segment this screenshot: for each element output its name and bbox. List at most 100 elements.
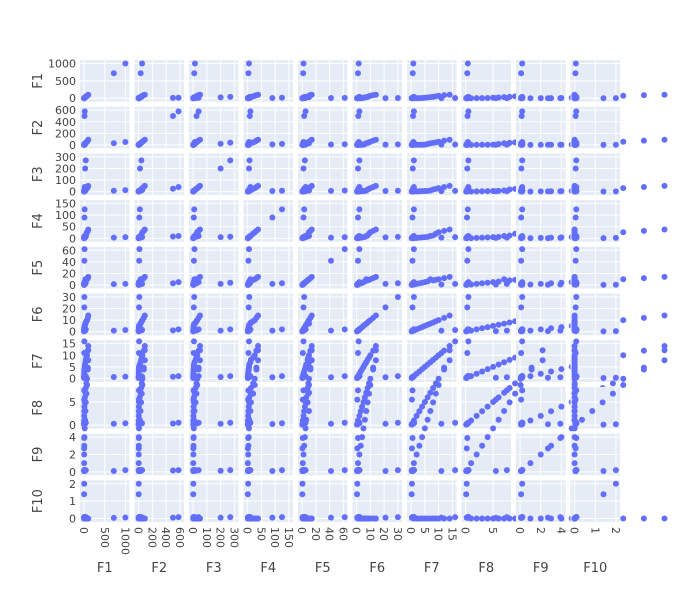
point-F6-F8-2 bbox=[479, 325, 486, 332]
point-F4-F2-14 bbox=[170, 233, 176, 240]
point-F9-F6-23 bbox=[394, 467, 401, 474]
point-F10-F2-30 bbox=[135, 491, 142, 498]
point-F9-F2-28 bbox=[135, 445, 142, 452]
y-tick-label: 10 bbox=[62, 314, 76, 327]
point-F1-F8-2 bbox=[479, 95, 486, 102]
point-F5-F7-25 bbox=[452, 280, 459, 287]
y-tick-label: 100 bbox=[55, 174, 76, 187]
point-F5-F9-31 bbox=[519, 281, 526, 288]
point-F6-F1-31 bbox=[81, 328, 88, 335]
point-F6-F1-11 bbox=[85, 312, 92, 319]
point-F10-F3-30 bbox=[190, 491, 197, 498]
point-F5-F10-11 bbox=[571, 273, 578, 280]
x-tick-label: 1000 bbox=[118, 527, 131, 555]
point-F8-F10-9 bbox=[571, 375, 578, 382]
point-F2-F1-31 bbox=[81, 141, 88, 148]
point-F9-F2-1 bbox=[135, 451, 142, 458]
point-F7-F5-25 bbox=[300, 338, 307, 345]
point-F4-F6-22 bbox=[382, 234, 389, 241]
point-F4-F4-11 bbox=[255, 226, 262, 233]
point-F2-F10-14 bbox=[572, 112, 579, 119]
point-F6-F4-23 bbox=[246, 293, 253, 300]
point-F10-F5-21 bbox=[341, 514, 348, 521]
point-F6-F7-11 bbox=[446, 312, 453, 319]
point-F1-F4-11 bbox=[255, 91, 262, 98]
point-F6-F5-31 bbox=[299, 328, 306, 335]
point-F9-F6-5 bbox=[361, 416, 368, 423]
point-F6-F7-31 bbox=[408, 328, 415, 335]
point-F8-F6-3 bbox=[359, 403, 366, 410]
point-F6-F8-5 bbox=[495, 321, 502, 328]
point-F9-F1-11 bbox=[85, 347, 92, 354]
point-F10-F5-30 bbox=[299, 491, 306, 498]
point-F6-F7-25 bbox=[452, 326, 459, 333]
point-F8-F5-2 bbox=[301, 408, 308, 415]
point-F9-F7-7 bbox=[430, 399, 437, 406]
point-F7-F7-11 bbox=[446, 342, 453, 349]
point-F9-F10-4 bbox=[571, 425, 578, 432]
point-F5-F9-0 bbox=[527, 281, 534, 288]
point-F4-F5-19 bbox=[301, 206, 308, 213]
point-F9-F8-2 bbox=[479, 442, 486, 449]
point-F3-F10-29 bbox=[573, 188, 580, 195]
point-F4-F6-31 bbox=[354, 234, 361, 241]
point-F7-F6-11 bbox=[372, 342, 379, 349]
point-F6-F2-14 bbox=[170, 327, 176, 334]
point-F2-F6-14 bbox=[355, 112, 362, 119]
point-F8-F9-8 bbox=[609, 380, 616, 387]
point-F9-F10-28 bbox=[572, 445, 579, 452]
point-F7-F6-31 bbox=[354, 374, 361, 381]
point-F10-F10-30 bbox=[600, 491, 607, 498]
point-F5-F1-12 bbox=[110, 281, 117, 288]
point-F10-F9-30 bbox=[518, 491, 525, 498]
point-F4-F1-13 bbox=[122, 234, 129, 241]
x-tick-label: 40 bbox=[323, 527, 336, 541]
point-F6-F7-22 bbox=[409, 304, 416, 311]
y-tick-label: 200 bbox=[55, 127, 76, 140]
point-F10-F6-23 bbox=[394, 514, 401, 521]
point-F1-F5-13 bbox=[300, 60, 307, 67]
point-F2-F9-0 bbox=[527, 141, 534, 148]
point-F9-F6-11 bbox=[372, 347, 379, 354]
point-F4-F2-11 bbox=[141, 226, 148, 233]
point-F10-F7-24 bbox=[438, 514, 445, 521]
point-F9-F3-29 bbox=[190, 434, 197, 441]
point-F8-F9-0 bbox=[527, 417, 534, 424]
point-F6-F10-30 bbox=[600, 328, 607, 335]
x-tick-label: 100 bbox=[200, 527, 213, 548]
point-F9-F5-8 bbox=[305, 390, 312, 397]
point-F5-F9-10 bbox=[640, 275, 647, 282]
point-F4-F8-2 bbox=[479, 234, 486, 241]
point-F5-F5-21 bbox=[341, 246, 348, 253]
point-F8-F8-9 bbox=[517, 375, 524, 382]
point-F9-F10-5 bbox=[571, 416, 578, 423]
point-F8-F6-1 bbox=[356, 412, 363, 419]
point-F1-F10-12 bbox=[572, 70, 579, 77]
point-F7-F9-11 bbox=[661, 342, 668, 349]
point-F10-F2-31 bbox=[135, 480, 142, 487]
point-F3-F1-16 bbox=[82, 165, 89, 172]
point-F8-F5-26 bbox=[299, 396, 306, 403]
point-F10-F6-11 bbox=[372, 515, 379, 522]
point-F4-F4-31 bbox=[245, 234, 252, 241]
point-F7-F7-31 bbox=[408, 374, 415, 381]
point-F2-F3-31 bbox=[190, 141, 197, 148]
point-F3-F5-21 bbox=[341, 187, 348, 194]
point-F5-F10-20 bbox=[572, 257, 579, 264]
point-F5-F2-31 bbox=[135, 281, 142, 288]
point-F7-F9-9 bbox=[620, 352, 627, 359]
point-F3-F7-25 bbox=[452, 187, 459, 194]
point-F9-F6-6 bbox=[363, 408, 370, 415]
x-tick-label: 0 bbox=[132, 527, 145, 534]
x-axis-label-F3: F3 bbox=[206, 561, 222, 576]
point-F6-F9-11 bbox=[661, 312, 668, 319]
point-F6-F5-21 bbox=[341, 326, 348, 333]
point-F4-F1-31 bbox=[81, 234, 88, 241]
point-F7-F3-16 bbox=[217, 374, 224, 381]
point-F8-F9-9 bbox=[620, 375, 627, 382]
point-F8-F4-9 bbox=[251, 375, 258, 382]
point-F3-F8-2 bbox=[479, 188, 486, 195]
point-F3-F9-29 bbox=[557, 188, 564, 195]
point-F2-F9-1 bbox=[537, 141, 544, 148]
y-tick-label: 40 bbox=[62, 256, 76, 269]
